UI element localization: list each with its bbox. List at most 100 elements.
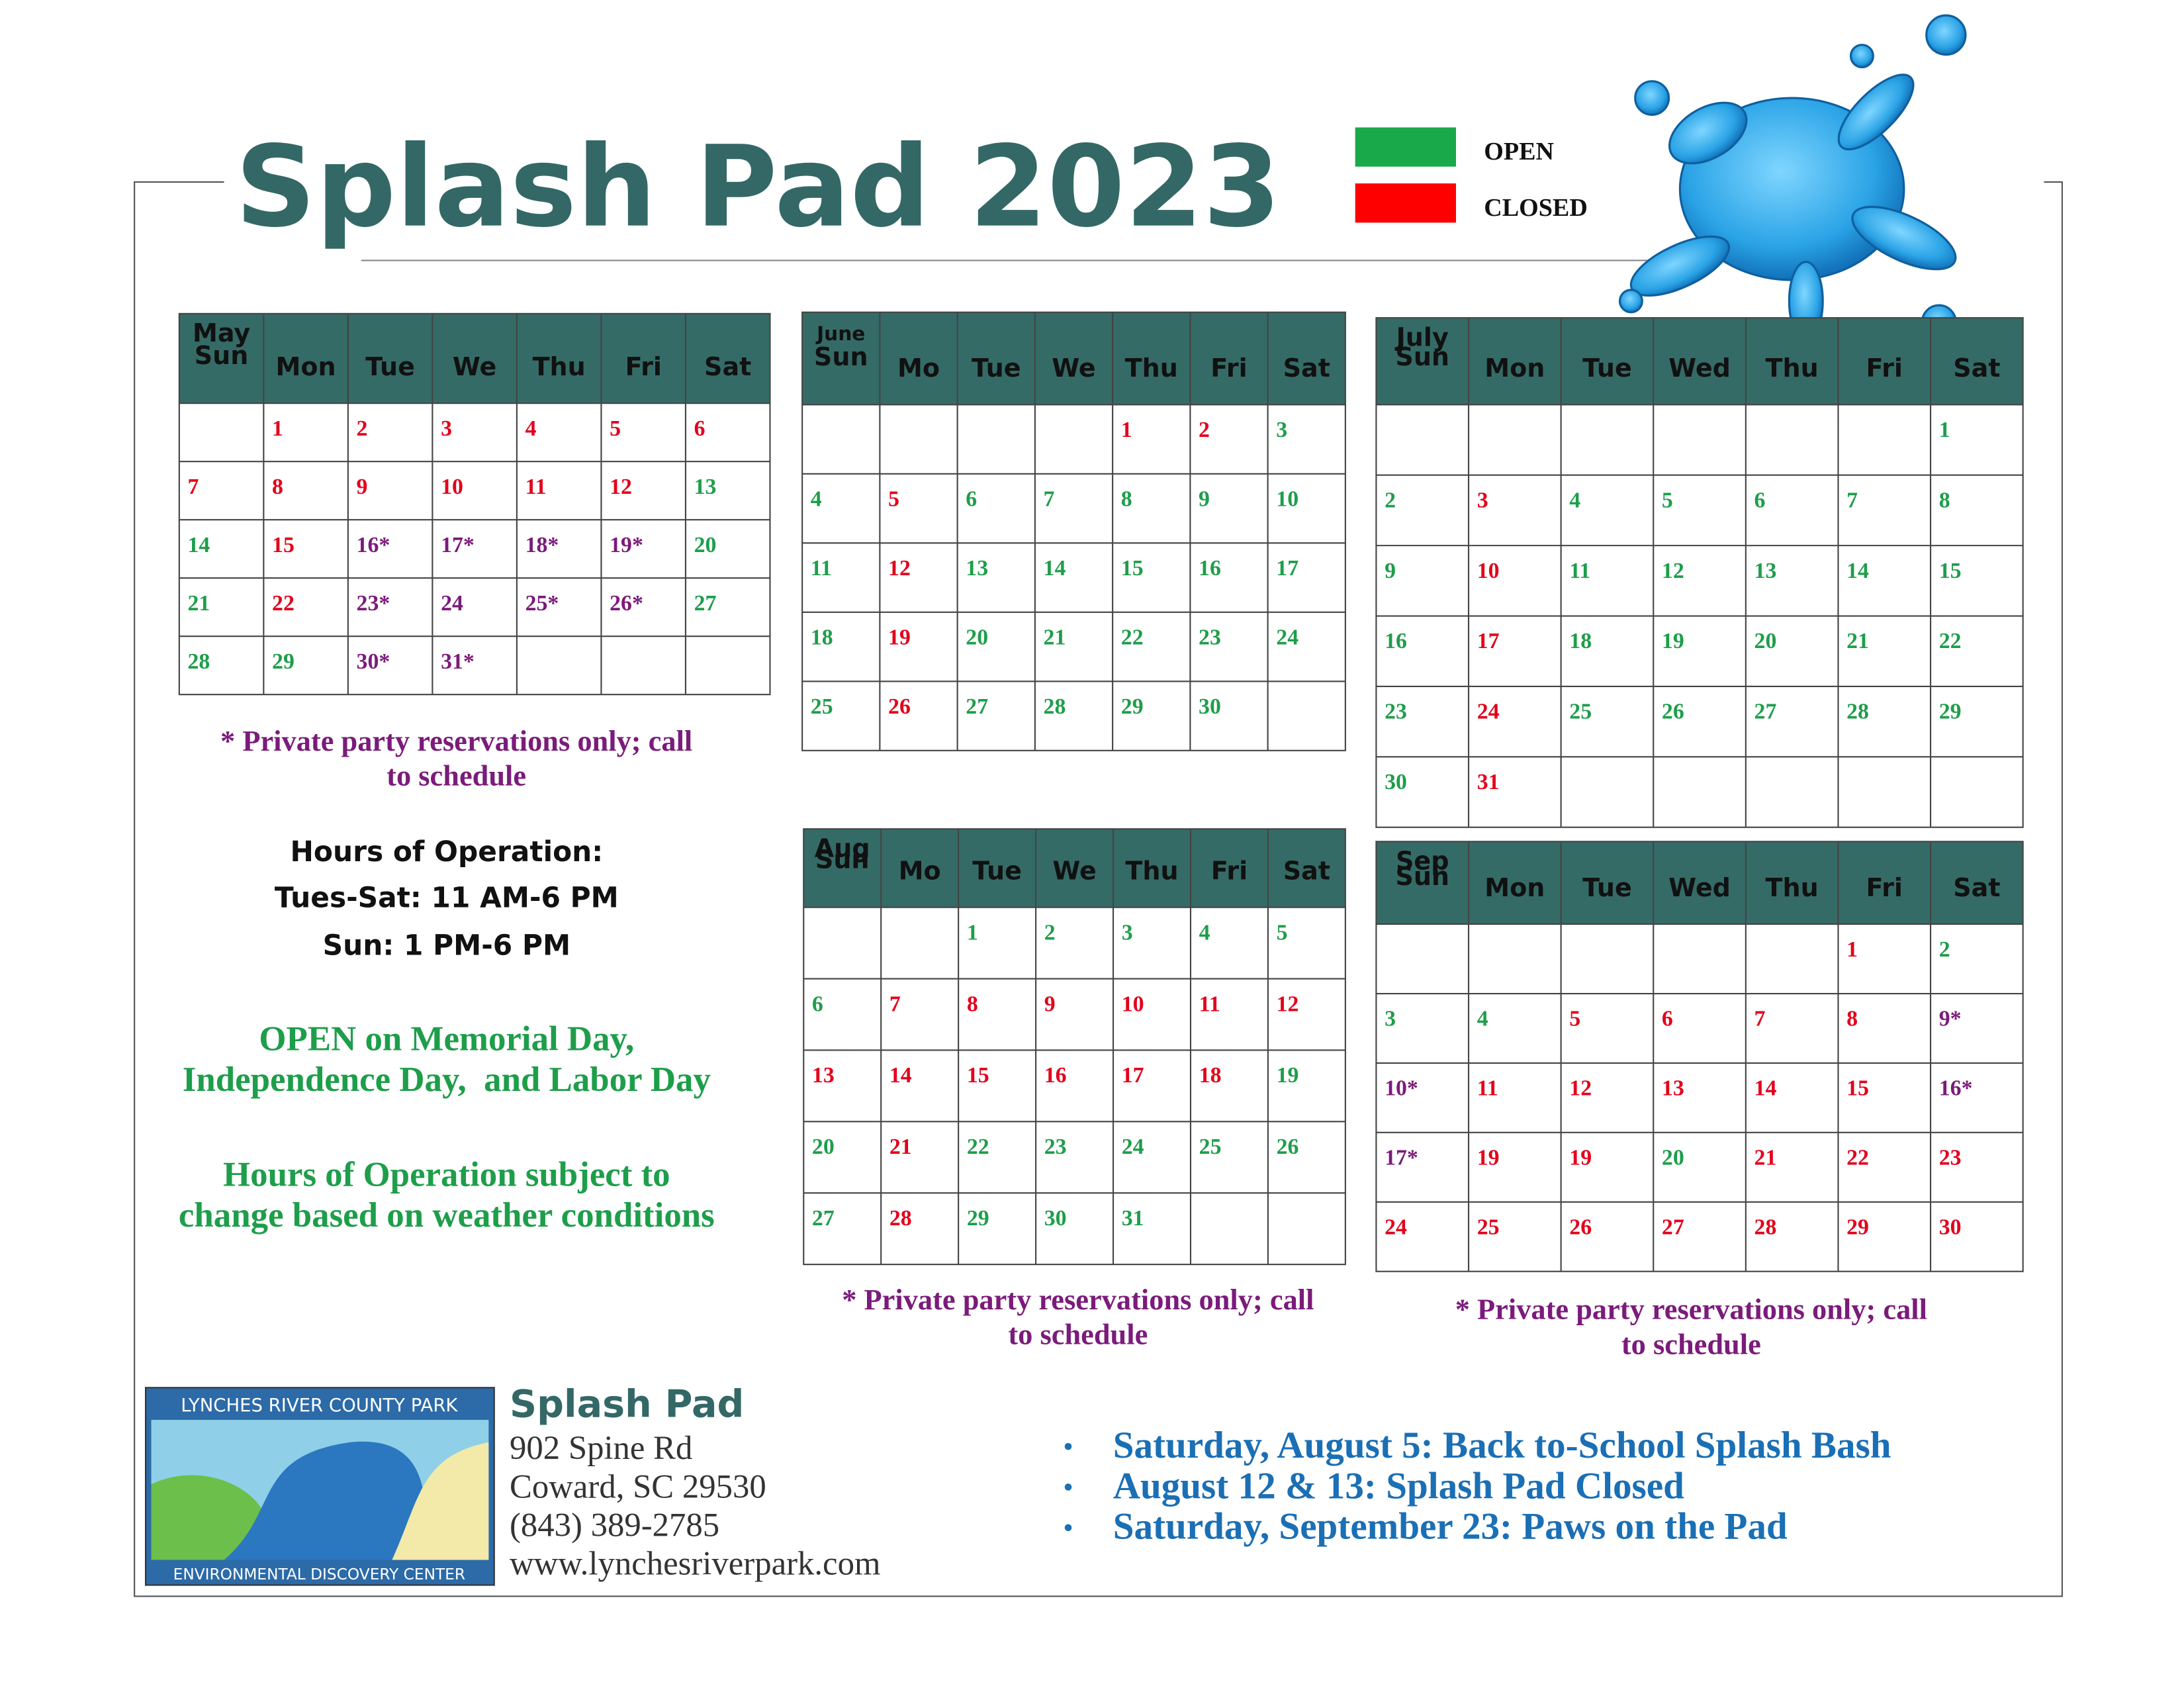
- day-number: 23: [1044, 1135, 1067, 1159]
- day-number: 19: [1662, 629, 1684, 653]
- day-number: 17*: [1385, 1146, 1418, 1170]
- day-number: 11: [1477, 1076, 1498, 1101]
- day-number: 1: [1121, 418, 1132, 442]
- day-number: 19: [1477, 1146, 1500, 1170]
- day-number: 7: [1044, 487, 1055, 511]
- day-label: Sat: [1283, 856, 1330, 885]
- month-label: Aug: [815, 834, 870, 863]
- day-number: 3: [1276, 418, 1287, 442]
- notice: Independence Day, and Labor Day: [183, 1060, 711, 1099]
- day-number: 30: [1939, 1215, 1962, 1239]
- day-number: 22: [1846, 1146, 1869, 1170]
- day-number: 19: [888, 625, 911, 649]
- day-label: Mon: [1484, 353, 1545, 383]
- day-number: 15: [1121, 556, 1144, 581]
- notice: change based on weather conditions: [179, 1196, 715, 1235]
- day-label: Tue: [365, 352, 415, 381]
- day-number: 21: [1846, 629, 1869, 653]
- day-number: 21: [889, 1135, 912, 1159]
- day-number: 1: [967, 920, 978, 945]
- day-number: 4: [1199, 920, 1210, 945]
- day-number: 18*: [525, 533, 559, 557]
- day-label: Sun: [1395, 342, 1449, 371]
- day-number: 31: [1122, 1206, 1144, 1231]
- day-label: Tue: [972, 353, 1021, 383]
- splash-graphic: [1618, 14, 1967, 350]
- day-number: 10: [1122, 992, 1144, 1016]
- day-number: 1: [272, 416, 283, 441]
- private-note: to schedule: [1008, 1318, 1148, 1351]
- title: Splash Pad 2023: [235, 122, 1281, 252]
- day-number: 1: [1939, 418, 1950, 442]
- day-number: 3: [441, 416, 452, 441]
- day-number: 8: [1846, 1007, 1858, 1031]
- day-number: 12: [1277, 992, 1299, 1016]
- day-number: 14: [889, 1063, 912, 1088]
- day-number: 14: [1754, 1076, 1777, 1101]
- day-number: 28: [889, 1206, 912, 1231]
- day-number: 28: [1846, 700, 1869, 724]
- day-label: Tue: [1582, 353, 1632, 383]
- day-number: 25: [1477, 1215, 1500, 1239]
- day-number: 9: [1044, 992, 1056, 1016]
- day-label: We: [1052, 856, 1096, 885]
- day-number: 23*: [357, 591, 390, 616]
- day-number: 4: [1569, 488, 1580, 512]
- private-note: to schedule: [387, 759, 526, 792]
- event: Saturday, September 23: Paws on the Pad: [1113, 1506, 1788, 1548]
- day-number: 25: [1199, 1135, 1222, 1159]
- day-number: 8: [967, 992, 978, 1016]
- day-number: 12: [1569, 1076, 1592, 1101]
- day-number: 14: [1044, 556, 1066, 581]
- logo-bottom: ENVIRONMENTAL DISCOVERY CENTER: [173, 1566, 465, 1583]
- day-number: 15: [1939, 559, 1962, 583]
- day-number: 26: [1662, 700, 1684, 724]
- day-number: 31*: [441, 649, 475, 674]
- day-number: 26*: [610, 591, 643, 616]
- day-label: Fri: [1210, 353, 1247, 383]
- day-label: Sun: [815, 845, 870, 874]
- day-number: 27: [966, 694, 988, 719]
- private-note: to schedule: [1621, 1327, 1761, 1360]
- day-number: 12: [888, 556, 911, 581]
- day-number: 2: [1199, 418, 1210, 442]
- day-number: 17: [1477, 629, 1500, 653]
- notice: Hours of Operation subject to: [223, 1156, 670, 1194]
- day-number: 30*: [357, 649, 390, 674]
- day-number: 19: [1569, 1146, 1592, 1170]
- day-number: 18: [1199, 1063, 1222, 1088]
- day-label: We: [453, 352, 496, 381]
- day-number: 20: [812, 1135, 835, 1159]
- day-number: 21: [188, 591, 210, 616]
- legend-label: CLOSED: [1484, 194, 1588, 222]
- day-number: 7: [1846, 488, 1858, 512]
- day-number: 27: [694, 591, 717, 616]
- day-label: Sun: [814, 342, 868, 371]
- day-number: 29: [272, 649, 295, 674]
- day-label: Fri: [1211, 856, 1248, 885]
- day-number: 14: [188, 533, 210, 557]
- frame: [134, 181, 2063, 1597]
- day-number: 31: [1477, 770, 1500, 794]
- day-number: 16: [1044, 1063, 1067, 1088]
- day-number: 25: [811, 694, 833, 719]
- day-number: 5: [1569, 1007, 1580, 1031]
- day-label: Thu: [1125, 353, 1178, 383]
- day-number: 11: [811, 556, 832, 581]
- day-number: 26: [1569, 1215, 1592, 1239]
- day-number: 7: [188, 475, 199, 499]
- day-number: 4: [811, 487, 822, 511]
- day-number: 30: [1199, 694, 1221, 719]
- hours-line: Sun: 1 PM-6 PM: [323, 929, 570, 962]
- day-number: 7: [889, 992, 901, 1016]
- day-number: 30: [1044, 1206, 1067, 1231]
- day-number: 13: [1754, 559, 1777, 583]
- calendar-frame: [801, 311, 1346, 751]
- day-number: 2: [1939, 937, 1950, 962]
- day-number: 11: [1199, 992, 1220, 1016]
- calendar-header: [1376, 318, 2023, 405]
- private-note: * Private party reservations only; call: [842, 1283, 1314, 1316]
- contact-line: 902 Spine Rd: [510, 1429, 692, 1466]
- day-number: 29: [1939, 700, 1962, 724]
- day-number: 16*: [357, 533, 390, 557]
